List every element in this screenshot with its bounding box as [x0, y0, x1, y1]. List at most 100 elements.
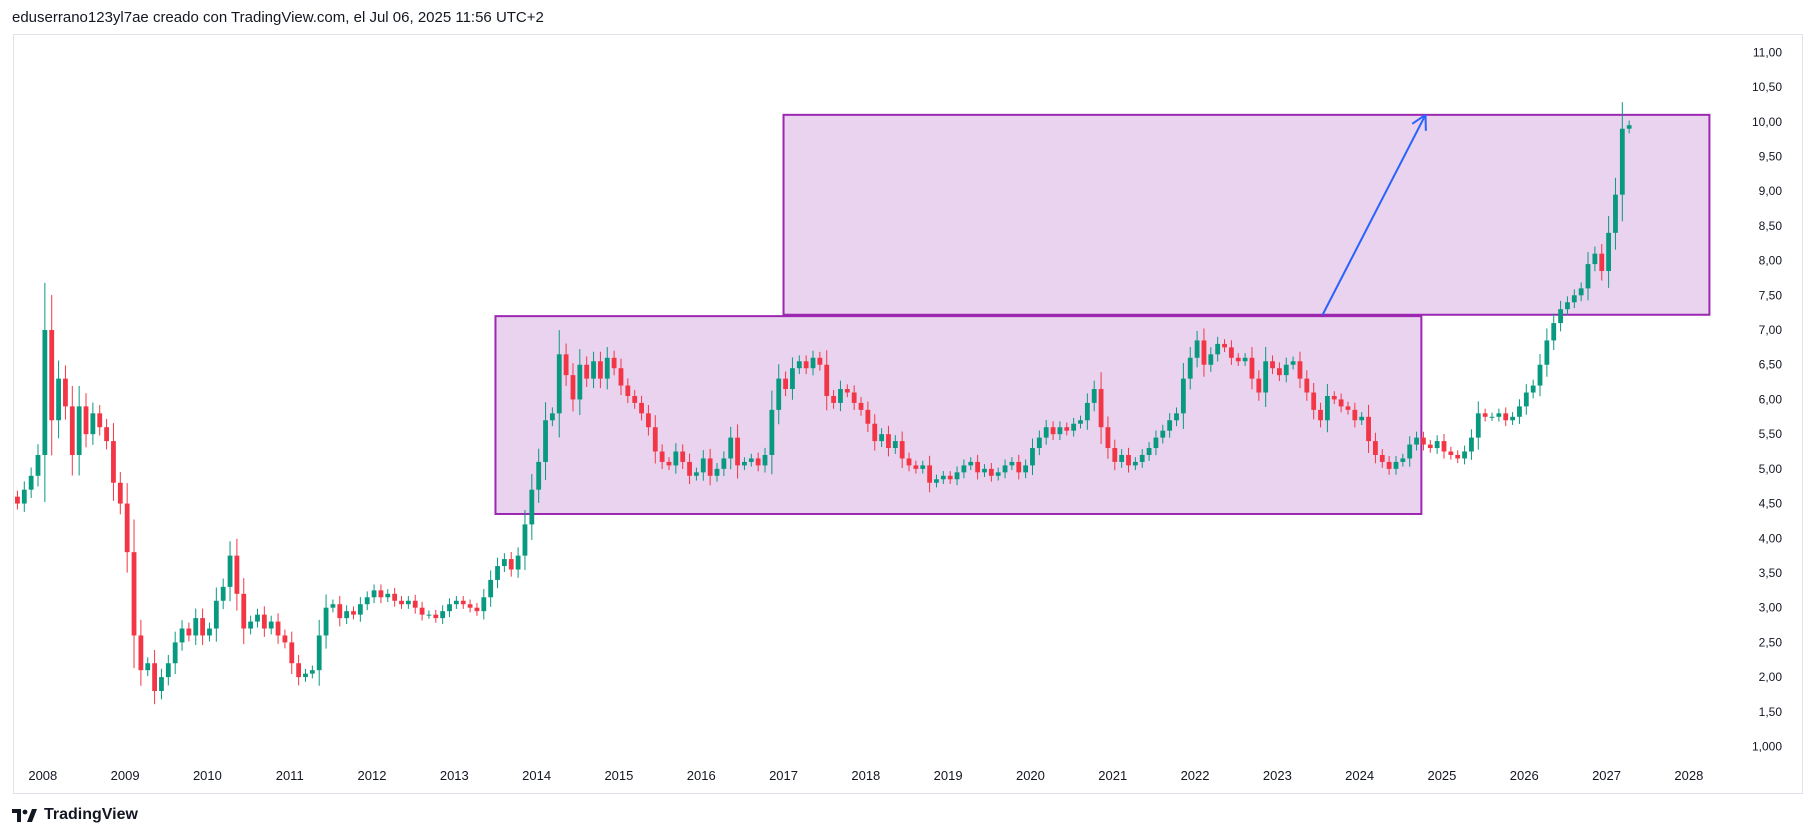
candle-body [1619, 128, 1625, 195]
y-tick-label: 4,50 [1759, 497, 1783, 511]
candle-body [56, 378, 61, 421]
candle-body [769, 409, 775, 455]
candle-body [1112, 448, 1118, 462]
x-tick-label: 2026 [1510, 768, 1539, 783]
candle-body [405, 600, 411, 605]
candle-body [625, 385, 631, 396]
x-tick-label: 2024 [1345, 768, 1374, 783]
candle-body [858, 402, 864, 410]
candle-body [508, 559, 514, 570]
candle-body [838, 389, 843, 403]
candle-body [879, 434, 885, 442]
candle-body [543, 420, 548, 462]
candle-body [1208, 354, 1214, 365]
candle-body [117, 482, 123, 504]
y-tick-label: 3,50 [1759, 566, 1783, 580]
candle-body [1071, 423, 1077, 431]
y-tick-label: 3,00 [1759, 601, 1783, 615]
candle-body [604, 357, 610, 379]
candle-body [152, 663, 157, 691]
candle-body [796, 361, 802, 369]
candle-body [1297, 361, 1303, 379]
candle-body [1201, 340, 1207, 365]
candle-body [913, 465, 919, 469]
candle-body [892, 441, 898, 449]
range-zone-2 [782, 113, 1711, 316]
candle-body [138, 635, 144, 671]
candle-body [207, 628, 212, 636]
candle-body [323, 607, 329, 636]
candle-body [1626, 125, 1632, 129]
candle-body [255, 614, 260, 622]
candle-body [419, 607, 425, 615]
candle-body [810, 357, 816, 369]
y-tick-label: 6,50 [1759, 358, 1783, 372]
candle-body [1503, 413, 1509, 421]
candle-body [1517, 406, 1522, 417]
y-tick-label: 2,50 [1759, 635, 1783, 649]
candle-body [179, 628, 185, 643]
candle-body [97, 413, 103, 428]
candle-body [460, 600, 466, 605]
x-tick-label: 2028 [1674, 768, 1703, 783]
y-tick-label: 9,50 [1759, 149, 1783, 163]
candle-body [646, 413, 651, 428]
candle-body [186, 628, 192, 636]
candle-body [529, 489, 535, 525]
candle-body [549, 413, 555, 421]
candles [15, 102, 1632, 705]
candle-body [1325, 395, 1330, 421]
y-tick-label: 1,000 [1752, 740, 1782, 754]
candle-body [495, 566, 500, 580]
x-tick-label: 2025 [1427, 768, 1456, 783]
x-tick-label: 2022 [1181, 768, 1210, 783]
y-tick-label: 10,00 [1752, 115, 1782, 129]
candle-body [577, 364, 583, 400]
candle-body [556, 354, 562, 414]
footer[interactable]: TradingView [12, 806, 138, 824]
candle-body [700, 458, 706, 473]
candle-body [1084, 402, 1090, 421]
candle-body [49, 330, 55, 421]
candle-body [111, 441, 116, 483]
candle-body [1345, 406, 1351, 410]
candle-body [1222, 343, 1227, 348]
candle-body [1571, 295, 1577, 303]
candle-body [1393, 461, 1399, 469]
candle-body [1016, 461, 1022, 473]
y-tick-label: 4,00 [1759, 531, 1783, 545]
candle-body [344, 611, 350, 619]
candle-body [817, 357, 823, 365]
candle-body [330, 604, 336, 608]
arrow-head [1411, 114, 1427, 125]
candle-body [69, 406, 75, 455]
candle-body [1558, 309, 1563, 324]
candle-body [1311, 392, 1317, 410]
candle-body [851, 392, 857, 403]
candle-body [364, 597, 370, 605]
candle-body [947, 475, 953, 480]
candle-body [104, 427, 109, 442]
chart-frame[interactable] [13, 34, 1803, 794]
candle-body [687, 461, 692, 476]
candle-body [988, 468, 994, 476]
candle-body [172, 642, 178, 664]
candle-body [234, 555, 240, 594]
y-tick-label: 8,50 [1759, 219, 1783, 233]
candle-body [1242, 357, 1248, 362]
attribution-header: eduserrano123yl7ae creado con TradingVie… [12, 9, 544, 26]
candle-body [1338, 399, 1344, 407]
candle-body [1050, 427, 1056, 435]
candle-body [1407, 444, 1413, 459]
candle-body [1091, 389, 1097, 403]
candle-body [28, 475, 34, 490]
candle-body [1482, 413, 1488, 417]
candle-body [474, 607, 480, 612]
candle-body [501, 559, 507, 567]
candle-body [522, 524, 528, 556]
candle-body [1496, 413, 1502, 417]
candle-body [927, 465, 933, 483]
range-zone-1 [494, 315, 1423, 515]
candle-body [961, 465, 967, 473]
